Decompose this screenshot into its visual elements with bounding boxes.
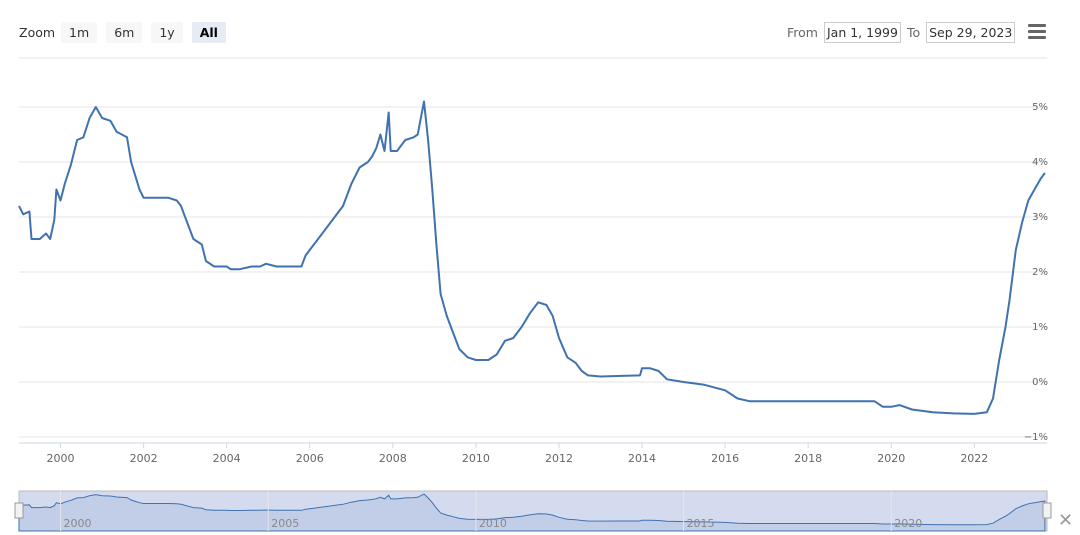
x-tick-label: 2016 bbox=[711, 452, 739, 465]
x-tick-label: 2012 bbox=[545, 452, 573, 465]
to-date-input[interactable]: Sep 29, 2023 bbox=[926, 22, 1016, 43]
navigator-label: 2015 bbox=[687, 517, 715, 530]
y-tick-label: 4% bbox=[1032, 157, 1048, 168]
x-tick-label: 2014 bbox=[628, 452, 656, 465]
navigator-label: 2020 bbox=[894, 517, 922, 530]
x-tick-label: 2010 bbox=[462, 452, 490, 465]
navigator-series bbox=[18, 493, 1046, 532]
x-tick-label: 2002 bbox=[130, 452, 158, 465]
x-tick-label: 2008 bbox=[379, 452, 407, 465]
x-tick-label: 2020 bbox=[877, 452, 905, 465]
zoom-1m-button[interactable]: 1m bbox=[61, 22, 98, 43]
x-tick-label: 2004 bbox=[213, 452, 241, 465]
y-tick-label: 2% bbox=[1032, 267, 1048, 278]
hamburger-icon[interactable] bbox=[1028, 24, 1046, 40]
x-tick-label: 2018 bbox=[794, 452, 822, 465]
navigator-right-handle[interactable] bbox=[1042, 502, 1052, 519]
y-tick-label: −1% bbox=[1024, 432, 1048, 443]
zoom-1y-button[interactable]: 1y bbox=[151, 22, 183, 43]
navigator-left-handle[interactable] bbox=[14, 502, 24, 519]
y-tick-label: 1% bbox=[1032, 322, 1048, 333]
y-tick-label: 5% bbox=[1032, 102, 1048, 113]
navigator-label: 2005 bbox=[271, 517, 299, 530]
zoom-6m-button[interactable]: 6m bbox=[106, 22, 143, 43]
from-label: From bbox=[787, 25, 818, 40]
x-tick-label: 2000 bbox=[47, 452, 75, 465]
zoom-label: Zoom bbox=[19, 25, 56, 40]
y-tick-label: 3% bbox=[1032, 212, 1048, 223]
x-tick-label: 2022 bbox=[960, 452, 988, 465]
navigator-label: 2000 bbox=[64, 517, 92, 530]
from-date-input[interactable]: Jan 1, 1999 bbox=[823, 22, 901, 43]
y-tick-label: 0% bbox=[1032, 377, 1048, 388]
close-x-icon[interactable]: ✕ bbox=[1058, 510, 1074, 531]
navigator-label: 2010 bbox=[479, 517, 507, 530]
zoom-all-button[interactable]: All bbox=[191, 22, 226, 43]
zoom-bar: Zoom 1m 6m 1y All bbox=[19, 22, 235, 43]
x-tick-label: 2006 bbox=[296, 452, 324, 465]
to-label: To bbox=[906, 25, 921, 40]
date-range: From Jan 1, 1999 To Sep 29, 2023 bbox=[787, 22, 1021, 43]
series-line bbox=[18, 100, 1046, 415]
